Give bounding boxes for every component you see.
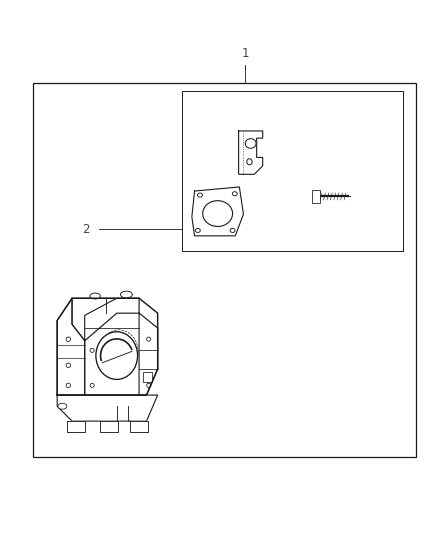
Polygon shape xyxy=(57,298,85,395)
Ellipse shape xyxy=(90,383,94,387)
Ellipse shape xyxy=(66,363,71,367)
Polygon shape xyxy=(85,313,158,395)
Ellipse shape xyxy=(90,293,100,299)
Ellipse shape xyxy=(247,159,252,165)
Ellipse shape xyxy=(147,383,151,387)
Polygon shape xyxy=(85,298,139,341)
Polygon shape xyxy=(72,298,139,341)
Ellipse shape xyxy=(203,200,233,227)
Ellipse shape xyxy=(198,193,202,197)
Bar xyxy=(143,372,152,382)
Text: 1: 1 xyxy=(241,47,249,60)
Ellipse shape xyxy=(96,332,138,379)
Ellipse shape xyxy=(232,192,237,196)
Ellipse shape xyxy=(120,291,132,298)
Polygon shape xyxy=(192,187,244,236)
Polygon shape xyxy=(100,421,118,432)
Ellipse shape xyxy=(147,337,151,341)
Text: 2: 2 xyxy=(81,223,89,236)
Bar xyxy=(33,83,416,457)
Ellipse shape xyxy=(230,228,235,232)
Ellipse shape xyxy=(66,383,71,387)
Ellipse shape xyxy=(90,349,94,352)
Bar xyxy=(312,190,320,203)
Polygon shape xyxy=(57,395,158,421)
Polygon shape xyxy=(239,131,263,174)
Ellipse shape xyxy=(195,228,200,232)
Bar xyxy=(182,91,403,251)
Polygon shape xyxy=(130,421,148,432)
Polygon shape xyxy=(67,421,85,432)
Ellipse shape xyxy=(245,139,256,148)
Polygon shape xyxy=(57,298,158,395)
Polygon shape xyxy=(139,313,158,395)
Ellipse shape xyxy=(66,337,71,342)
Ellipse shape xyxy=(58,403,67,409)
